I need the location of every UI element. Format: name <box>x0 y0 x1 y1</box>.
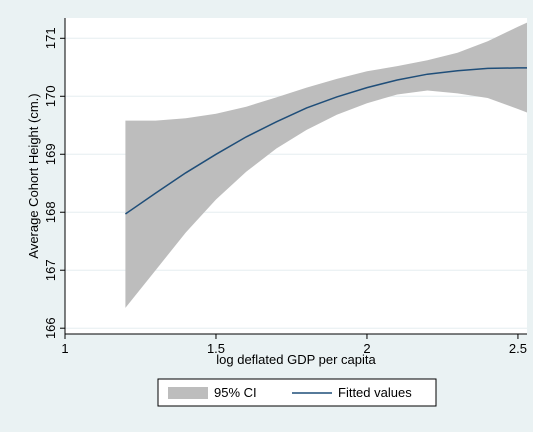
axes <box>64 18 527 335</box>
xtick-label-1.5: 1.5 <box>207 341 225 356</box>
ytick-label-169: 169 <box>43 143 58 165</box>
xtick-label-2.5: 2.5 <box>509 341 527 356</box>
ci-band <box>125 22 528 308</box>
legend-label-fitted: Fitted values <box>338 385 412 400</box>
y-axis-label: Average Cohort Height (cm.) <box>26 93 41 258</box>
y-ticks: 166 167 168 169 170 171 <box>43 27 65 339</box>
ytick-label-171: 171 <box>43 27 58 49</box>
x-axis-label: log deflated GDP per capita <box>216 352 376 367</box>
ytick-label-168: 168 <box>43 201 58 223</box>
series-layer <box>124 22 528 308</box>
fitted-values-line <box>124 67 527 215</box>
grid-lines <box>65 37 527 329</box>
ytick-label-167: 167 <box>43 259 58 281</box>
xtick-label-1: 1 <box>61 341 68 356</box>
ytick-label-170: 170 <box>43 85 58 107</box>
legend: 95% CI Fitted values <box>157 378 437 407</box>
xtick-label-2: 2 <box>363 341 370 356</box>
legend-swatch-ci <box>168 387 208 399</box>
ytick-label-166: 166 <box>43 317 58 339</box>
x-ticks: 1 1.5 2 2.5 <box>61 334 527 356</box>
legend-label-ci: 95% CI <box>214 385 257 400</box>
